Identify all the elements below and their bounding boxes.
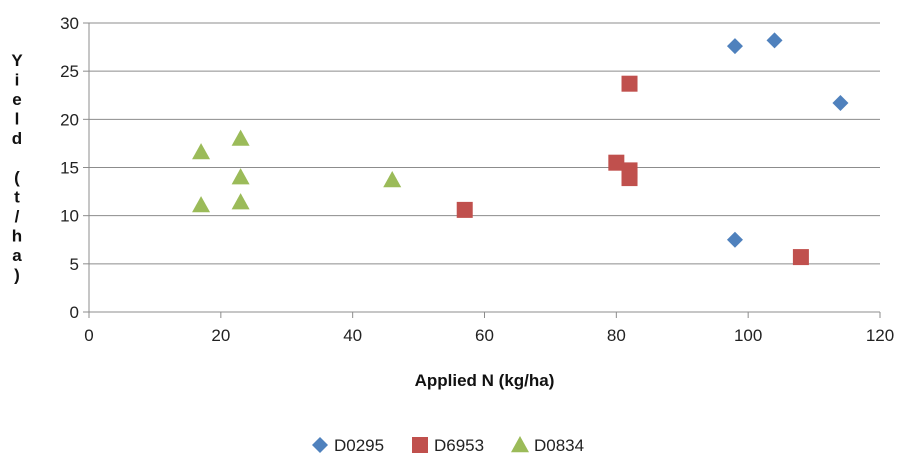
data-point-D0834 <box>192 196 211 213</box>
data-point-D0295 <box>726 231 743 248</box>
data-point-D0834 <box>231 129 250 146</box>
legend-marker-D0834 <box>511 436 529 453</box>
x-tick-labels: 0 20 40 60 80 100 120 <box>84 326 894 345</box>
x-tick-label: 20 <box>211 326 230 345</box>
legend-label: D0295 <box>334 436 384 455</box>
y-tick-label: 0 <box>70 303 79 322</box>
data-point-D6953 <box>621 75 638 92</box>
data-points <box>192 32 849 266</box>
legend-label: D0834 <box>534 436 584 455</box>
y-tick-label: 25 <box>60 62 79 81</box>
data-point-D0834 <box>383 171 402 188</box>
data-point-D0834 <box>192 143 211 160</box>
series-D0834 <box>192 129 402 213</box>
y-tick-label: 10 <box>60 207 79 226</box>
data-point-D0295 <box>766 32 783 49</box>
axes <box>88 23 881 318</box>
x-tick-label: 80 <box>607 326 626 345</box>
x-tick-label: 40 <box>343 326 362 345</box>
x-tick-label: 0 <box>84 326 93 345</box>
series-D6953 <box>456 75 809 266</box>
legend-marker-D0295 <box>312 437 328 453</box>
y-tick-label: 15 <box>60 159 79 178</box>
data-point-D6953 <box>608 154 625 171</box>
data-point-D6953 <box>621 170 638 187</box>
gridlines <box>83 22 880 313</box>
x-tick-label: 60 <box>475 326 494 345</box>
legend-item: D0295 <box>312 436 384 455</box>
series-D0295 <box>726 32 849 248</box>
data-point-D0295 <box>832 94 849 111</box>
y-tick-label: 20 <box>60 110 79 129</box>
legend-marker-D6953 <box>412 437 428 453</box>
data-point-D0295 <box>726 38 743 55</box>
y-tick-label: 30 <box>60 14 79 33</box>
y-tick-label: 5 <box>70 255 79 274</box>
data-point-D6953 <box>456 201 473 218</box>
legend-label: D6953 <box>434 436 484 455</box>
y-tick-labels: 0 5 10 15 20 25 30 <box>60 14 79 322</box>
x-axis-title: Applied N (kg/ha) <box>415 371 555 390</box>
x-tick-label: 100 <box>734 326 762 345</box>
x-tick-label: 120 <box>866 326 894 345</box>
data-point-D6953 <box>792 249 809 266</box>
legend: D0295 D6953 D0834 <box>312 436 584 455</box>
data-point-D0834 <box>231 168 250 185</box>
legend-item: D0834 <box>511 436 584 455</box>
legend-item: D6953 <box>412 436 484 455</box>
data-point-D0834 <box>231 193 250 210</box>
